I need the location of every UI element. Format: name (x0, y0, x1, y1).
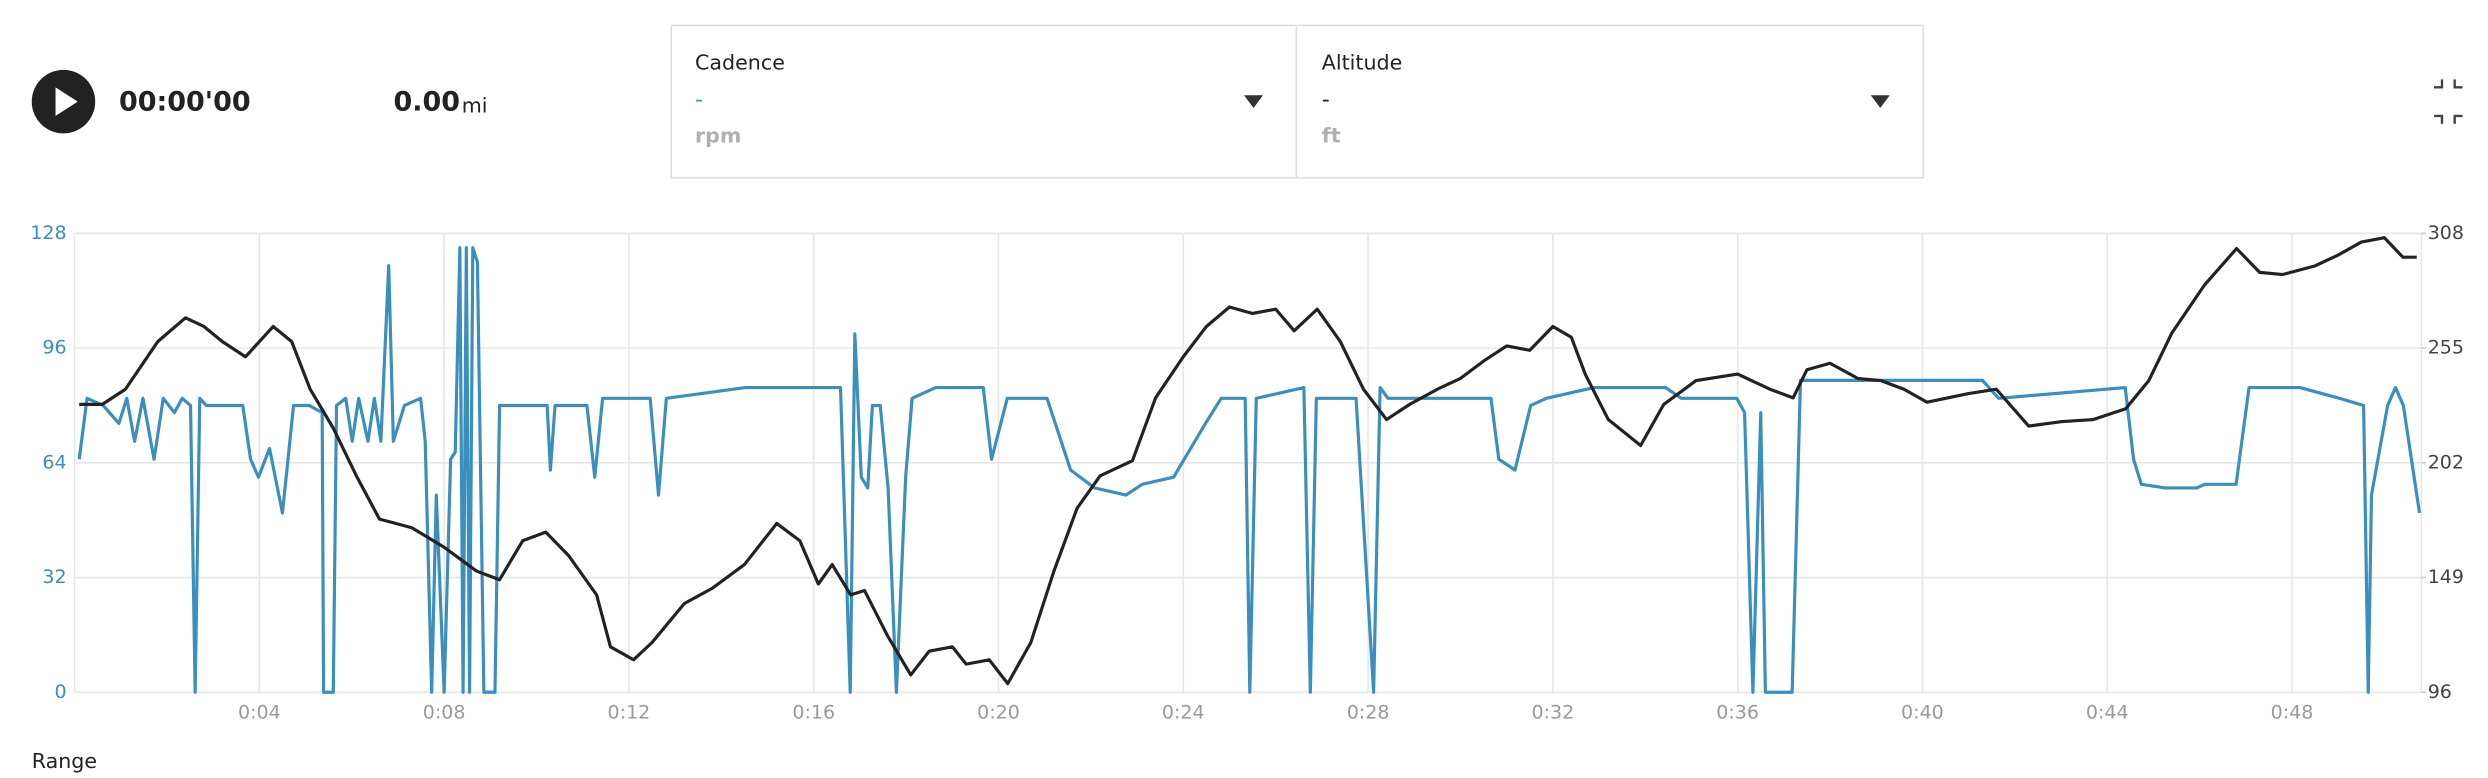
y-tick-label: 128 (30, 222, 66, 244)
panel-label: Cadence (695, 51, 785, 75)
y-tick-label: 96 (42, 337, 66, 359)
x-tick-label: 0:12 (608, 701, 651, 723)
panel-value: - (695, 87, 703, 113)
x-tick-label: 0:16 (792, 701, 835, 723)
x-tick-label: 0:48 (2271, 701, 2314, 723)
series-line (77, 246, 2422, 694)
play-button[interactable] (31, 69, 96, 134)
distance-unit: mi (462, 93, 488, 117)
time: 00:00'00 (119, 87, 251, 118)
x-tick-label: 0:28 (1347, 701, 1390, 723)
x-tick-label: 0:36 (1716, 701, 1759, 723)
x-tick-label: 0:32 (1531, 701, 1574, 723)
play-icon[interactable] (55, 87, 78, 116)
x-tick-label: 0:44 (2086, 701, 2129, 723)
x-tick-label: 0:08 (423, 701, 466, 723)
panel-unit: ft (1322, 124, 1341, 148)
collapse-icon[interactable] (2434, 79, 2463, 124)
x-tick-label: 0:24 (1162, 701, 1205, 723)
chart: 0:04 0:08 0:12 0:16 0:20 0:24 0:28 0:32 0:36 0:40… (30, 222, 2464, 724)
y2-tick-label: 149 (2428, 566, 2464, 588)
x-tick-label: 0:04 (238, 701, 281, 723)
altitude-select[interactable]: Altitude - ft (1322, 51, 1890, 148)
cadence-select[interactable]: Cadence - rpm (695, 51, 1264, 148)
panel-label: Altitude (1322, 51, 1403, 75)
y2-tick-label: 96 (2428, 681, 2452, 703)
x-tick-label: 0:40 (1901, 701, 1944, 723)
y2-tick-label: 202 (2428, 451, 2464, 473)
x-tick-label: 0:20 (977, 701, 1020, 723)
range-label: Range (32, 749, 97, 773)
distance: 0.00 (394, 87, 461, 118)
y-tick-label: 32 (42, 566, 66, 588)
dropdown-arrow[interactable] (1870, 95, 1890, 108)
y-tick-label: 0 (55, 681, 67, 703)
panel-value: - (1322, 87, 1330, 113)
y-tick-label: 64 (42, 451, 66, 473)
panel-unit: rpm (695, 124, 741, 148)
y2-tick-label: 255 (2428, 337, 2464, 359)
dropdown-arrow[interactable] (1244, 95, 1264, 108)
y2-tick-label: 308 (2428, 222, 2464, 244)
series-line (79, 236, 2417, 686)
